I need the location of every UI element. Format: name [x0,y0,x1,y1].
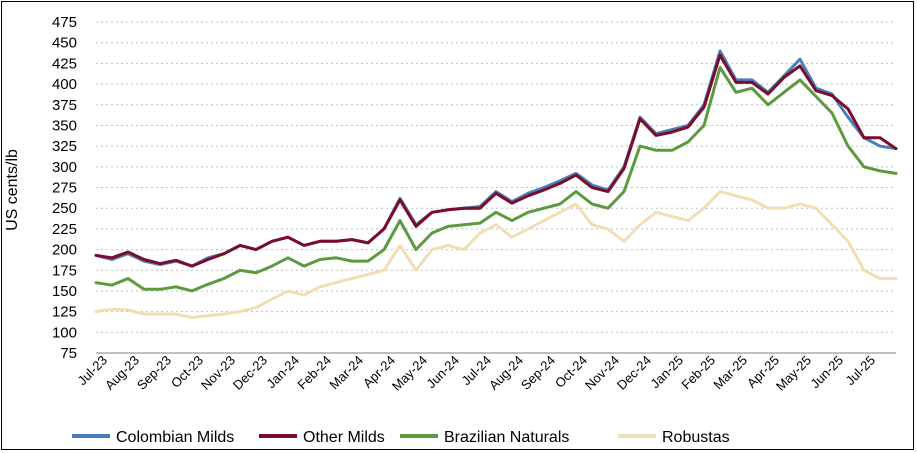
x-tick-label: Jul-25 [842,353,878,389]
series-line-brazilian-naturals [94,66,898,293]
x-tick-label: Sep-23 [134,353,174,393]
y-tick-label: 300 [52,159,77,176]
y-tick-label: 200 [52,242,77,259]
y-tick-label: 475 [52,14,77,31]
x-tick-label: Feb-25 [678,353,718,393]
y-tick-label: 275 [52,180,77,197]
x-tick-label: May-25 [773,353,814,394]
x-tick-label: Feb-24 [294,353,334,393]
x-tick-label: Sep-24 [518,353,558,393]
y-tick-label: 175 [52,262,77,279]
x-tick-label: Dec-24 [614,353,654,393]
gridlines [96,21,896,333]
y-axis-label: US cents/lb [4,149,21,231]
y-tick-label: 450 [52,35,77,52]
y-tick-label: 250 [52,200,77,217]
y-tick-label: 375 [52,97,77,114]
x-tick-label: Aug-23 [102,353,142,393]
series-line-other-milds [94,53,898,268]
y-tick-label: 425 [52,55,77,72]
legend-label: Other Milds [303,429,385,446]
x-tick-label: Jun-24 [423,353,462,392]
y-tick-label: 400 [52,76,77,93]
x-tick-label: Dec-23 [230,353,270,393]
y-tick-label: 350 [52,117,77,134]
legend-label: Robustas [662,429,730,446]
series-lines [94,49,898,319]
y-tick-label: 225 [52,221,77,238]
x-axis-ticks: Jul-23Aug-23Sep-23Oct-23Nov-23Dec-23Jan-… [74,353,878,394]
series-line-colombian-milds [94,49,898,268]
x-tick-label: Mar-24 [326,353,366,393]
y-tick-label: 75 [60,345,77,362]
y-tick-label: 325 [52,138,77,155]
y-tick-label: 150 [52,283,77,300]
y-tick-label: 100 [52,324,77,341]
y-tick-label: 125 [52,304,77,321]
x-tick-label: Aug-24 [486,353,526,393]
legend-label: Brazilian Naturals [444,429,569,446]
x-tick-label: May-24 [389,353,430,394]
legend-label: Colombian Milds [116,429,234,446]
legend: Colombian Milds Other Milds Brazilian Natu… [72,429,730,446]
x-tick-label: Nov-24 [582,353,622,393]
x-tick-label: Jun-25 [807,353,846,392]
x-tick-label: Nov-23 [198,353,238,393]
x-tick-label: Jan-25 [647,353,686,392]
y-axis-ticks: 475 450 425 400 375 350 325 300 275 250 225 200 175 1… [52,14,77,362]
series-line-robustas [94,190,898,319]
x-tick-label: Mar-25 [710,353,750,393]
x-tick-label: Jan-24 [263,353,302,392]
